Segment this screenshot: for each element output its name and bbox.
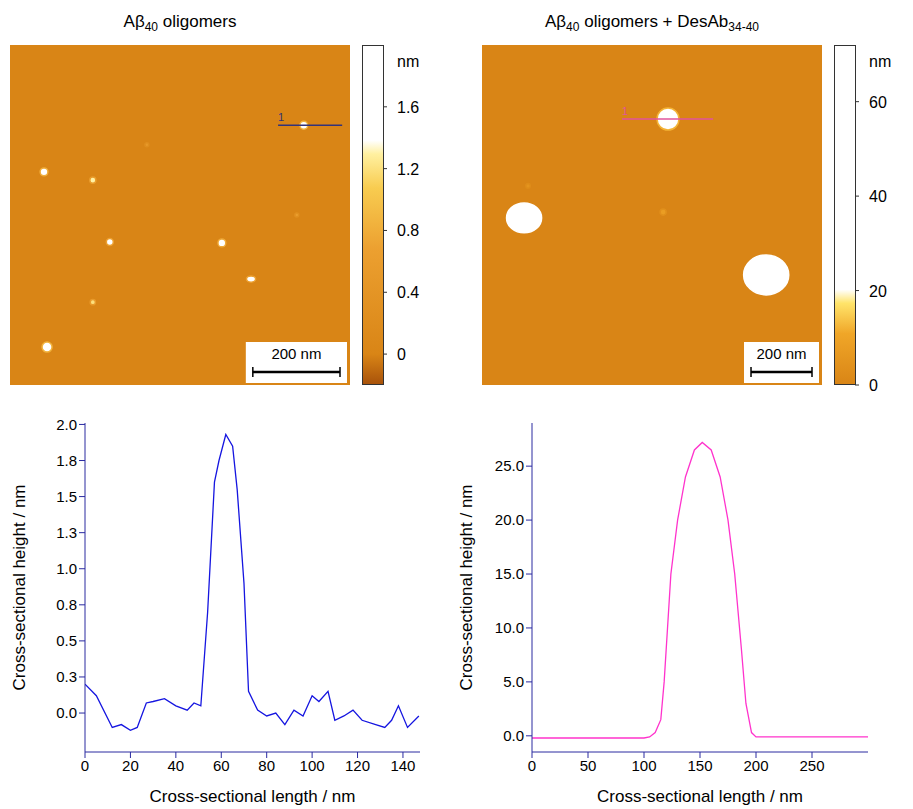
svg-text:0.0: 0.0 [503,727,524,744]
svg-text:0.5: 0.5 [56,632,77,649]
svg-text:1.5: 1.5 [56,488,77,505]
svg-text:80: 80 [258,757,275,774]
svg-text:0.8: 0.8 [397,222,419,239]
svg-text:0: 0 [528,757,536,774]
svg-text:Cross-sectional length / nm: Cross-sectional length / nm [597,787,803,806]
svg-text:250: 250 [799,757,824,774]
svg-text:60: 60 [869,94,887,111]
svg-text:200 nm: 200 nm [271,345,321,362]
svg-text:1.0: 1.0 [56,560,77,577]
svg-text:0.4: 0.4 [397,284,419,301]
svg-text:50: 50 [580,757,597,774]
svg-text:nm: nm [869,53,891,70]
svg-text:120: 120 [345,757,370,774]
svg-text:1: 1 [622,105,628,117]
svg-text:0: 0 [81,757,89,774]
svg-text:1.3: 1.3 [56,524,77,541]
svg-text:20: 20 [122,757,139,774]
svg-text:0.0: 0.0 [56,704,77,721]
svg-text:2.0: 2.0 [56,416,77,433]
svg-text:1.8: 1.8 [56,452,77,469]
svg-text:0: 0 [869,377,878,394]
svg-text:5.0: 5.0 [503,673,524,690]
svg-text:20: 20 [869,283,887,300]
svg-text:60: 60 [213,757,230,774]
svg-text:140: 140 [390,757,415,774]
html-text:Aβ40oligomers: Aβ40oligomers [123,12,237,35]
svg-text:0.3: 0.3 [56,668,77,685]
svg-text:1.6: 1.6 [397,99,419,116]
svg-text:Cross-sectional length / nm: Cross-sectional length / nm [150,787,356,806]
svg-text:20.0: 20.0 [495,511,524,528]
svg-text:nm: nm [397,53,419,70]
svg-text:100: 100 [631,757,656,774]
svg-text:Cross-sectional height / nm: Cross-sectional height / nm [457,485,476,691]
svg-text:100: 100 [300,757,325,774]
svg-text:0: 0 [397,346,406,363]
svg-text:25.0: 25.0 [495,457,524,474]
svg-text:200: 200 [743,757,768,774]
svg-text:1: 1 [278,111,284,123]
svg-text:Cross-sectional height / nm: Cross-sectional height / nm [10,485,29,691]
svg-text:150: 150 [687,757,712,774]
svg-text:15.0: 15.0 [495,565,524,582]
html-text:Aβ40oligomers + DesAb34-40: Aβ40oligomers + DesAb34-40 [545,12,759,35]
svg-text:10.0: 10.0 [495,619,524,636]
svg-text:40: 40 [168,757,185,774]
svg-text:200 nm: 200 nm [756,345,806,362]
svg-text:1.2: 1.2 [397,161,419,178]
svg-text:40: 40 [869,188,887,205]
svg-text:0.8: 0.8 [56,596,77,613]
